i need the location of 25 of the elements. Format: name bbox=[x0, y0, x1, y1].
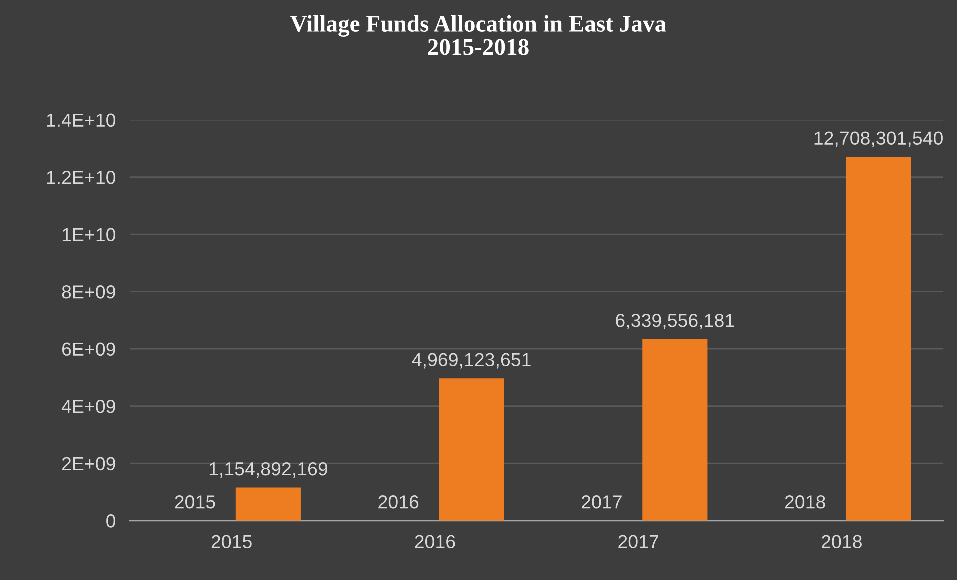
bar bbox=[846, 157, 912, 521]
data-label: 4,969,123,651 bbox=[412, 353, 531, 369]
data-label: 2017 bbox=[618, 535, 658, 548]
x-tick-label: 2017 bbox=[582, 496, 622, 509]
data-label: 2015 bbox=[212, 535, 252, 548]
bar bbox=[642, 339, 708, 521]
data-label: 2018 bbox=[822, 535, 862, 548]
y-tick-label: 2E+09 bbox=[62, 457, 116, 471]
y-tick-label: 6E+09 bbox=[62, 342, 116, 356]
data-label: 12,708,301,540 bbox=[814, 132, 943, 148]
bar bbox=[236, 488, 301, 521]
y-tick-label: 0 bbox=[106, 514, 116, 528]
x-tick-label: 2015 bbox=[175, 496, 216, 509]
x-tick-label: 2016 bbox=[378, 496, 419, 509]
data-label: 2016 bbox=[415, 535, 456, 548]
chart-title: Village Funds Allocation in East Java 2015-2018 bbox=[290, 15, 666, 56]
y-tick-label: 1.2E+10 bbox=[47, 171, 116, 184]
data-label: 6,339,556,181 bbox=[616, 314, 734, 330]
bar bbox=[439, 378, 504, 521]
x-tick-label: 2018 bbox=[785, 496, 826, 509]
y-tick-label: 1E+10 bbox=[62, 228, 116, 242]
y-tick-label: 1.4E+10 bbox=[47, 114, 116, 128]
y-tick-label: 4E+09 bbox=[62, 400, 116, 414]
y-tick-label: 8E+09 bbox=[62, 286, 116, 299]
data-label: 1,154,892,169 bbox=[210, 462, 328, 478]
